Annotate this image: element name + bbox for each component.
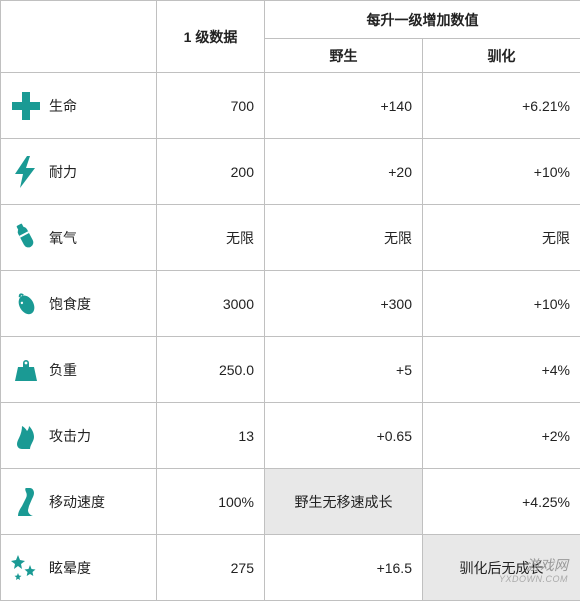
table-row: 攻击力 13+0.65+2% bbox=[1, 403, 580, 469]
food-icon bbox=[9, 287, 43, 321]
table-row: 眩晕度 275+16.5驯化后无成长 bbox=[1, 535, 580, 601]
stat-wild: +300 bbox=[265, 271, 423, 337]
table-row: 生命 700+140+6.21% bbox=[1, 73, 580, 139]
stat-label-text: 耐力 bbox=[49, 162, 77, 182]
table-row: 饱食度 3000+300+10% bbox=[1, 271, 580, 337]
stat-lvl1: 275 bbox=[157, 535, 265, 601]
header-tamed: 驯化 bbox=[423, 39, 580, 73]
table-row: 移动速度 100%野生无移速成长+4.25% bbox=[1, 469, 580, 535]
stat-label-oxygen: 氧气 bbox=[1, 205, 157, 271]
stat-label-torpor: 眩晕度 bbox=[1, 535, 157, 601]
header-increase: 每升一级增加数值 bbox=[265, 1, 580, 39]
stat-label-speed: 移动速度 bbox=[1, 469, 157, 535]
header-row-1: 1 级数据 每升一级增加数值 bbox=[1, 1, 580, 39]
stat-label-health: 生命 bbox=[1, 73, 157, 139]
stat-wild: +16.5 bbox=[265, 535, 423, 601]
stat-label-text: 饱食度 bbox=[49, 294, 91, 314]
header-wild: 野生 bbox=[265, 39, 423, 73]
stat-lvl1: 100% bbox=[157, 469, 265, 535]
health-icon bbox=[9, 89, 43, 123]
stat-tamed: 无限 bbox=[423, 205, 580, 271]
weight-icon bbox=[9, 353, 43, 387]
stat-lvl1: 无限 bbox=[157, 205, 265, 271]
stamina-icon bbox=[9, 155, 43, 189]
stat-wild: +0.65 bbox=[265, 403, 423, 469]
melee-icon bbox=[9, 419, 43, 453]
stat-wild: +20 bbox=[265, 139, 423, 205]
stat-lvl1: 13 bbox=[157, 403, 265, 469]
oxygen-icon bbox=[9, 221, 43, 255]
stat-wild: +140 bbox=[265, 73, 423, 139]
stat-lvl1: 250.0 bbox=[157, 337, 265, 403]
stat-label-food: 饱食度 bbox=[1, 271, 157, 337]
stat-wild: +5 bbox=[265, 337, 423, 403]
header-lvl1: 1 级数据 bbox=[157, 1, 265, 73]
stat-tamed: +4% bbox=[423, 337, 580, 403]
stat-tamed: +6.21% bbox=[423, 73, 580, 139]
speed-icon bbox=[9, 485, 43, 519]
stat-label-stamina: 耐力 bbox=[1, 139, 157, 205]
stat-label-text: 生命 bbox=[49, 96, 77, 116]
stat-label-text: 负重 bbox=[49, 360, 77, 380]
table-row: 耐力 200+20+10% bbox=[1, 139, 580, 205]
stat-label-text: 攻击力 bbox=[49, 426, 91, 446]
stat-tamed: +4.25% bbox=[423, 469, 580, 535]
stat-lvl1: 3000 bbox=[157, 271, 265, 337]
stat-label-text: 移动速度 bbox=[49, 492, 105, 512]
stat-wild: 野生无移速成长 bbox=[265, 469, 423, 535]
stat-label-text: 眩晕度 bbox=[49, 558, 91, 578]
torpor-icon bbox=[9, 551, 43, 585]
stat-tamed: +2% bbox=[423, 403, 580, 469]
stat-label-text: 氧气 bbox=[49, 228, 77, 248]
table-row: 负重 250.0+5+4% bbox=[1, 337, 580, 403]
stat-lvl1: 200 bbox=[157, 139, 265, 205]
stat-label-weight: 负重 bbox=[1, 337, 157, 403]
stat-tamed: +10% bbox=[423, 139, 580, 205]
stat-lvl1: 700 bbox=[157, 73, 265, 139]
stats-table: 1 级数据 每升一级增加数值 野生 驯化 生命 700+140+6.21% 耐力 20… bbox=[0, 0, 580, 601]
header-blank bbox=[1, 1, 157, 73]
stat-label-melee: 攻击力 bbox=[1, 403, 157, 469]
stat-tamed: 驯化后无成长 bbox=[423, 535, 580, 601]
stat-tamed: +10% bbox=[423, 271, 580, 337]
stat-wild: 无限 bbox=[265, 205, 423, 271]
table-row: 氧气无限无限无限 bbox=[1, 205, 580, 271]
